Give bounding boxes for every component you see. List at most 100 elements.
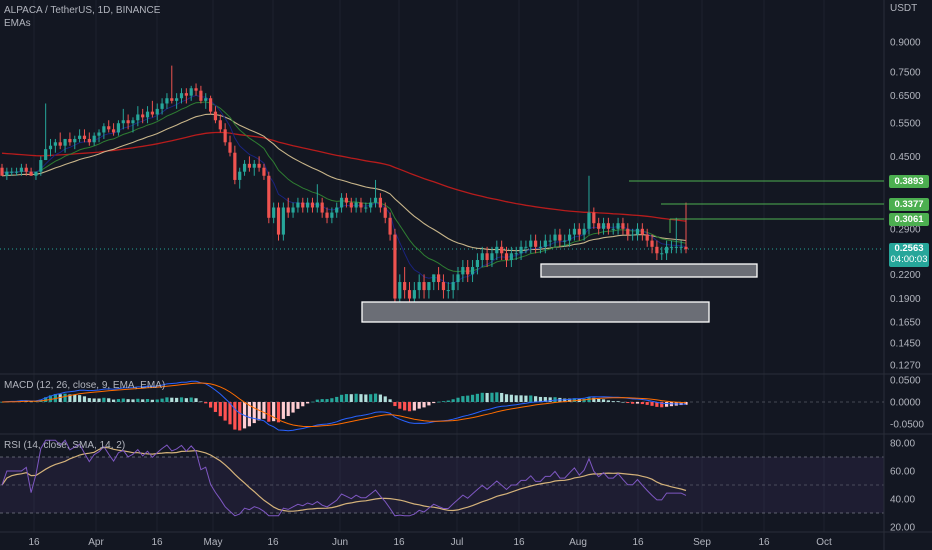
support-zone-upper[interactable] xyxy=(540,263,758,278)
candle-body xyxy=(558,234,562,241)
candle-body xyxy=(514,253,518,255)
candle-body xyxy=(616,223,620,229)
macd-tick-label: -0.0500 xyxy=(890,420,924,431)
macd-histogram-bar xyxy=(126,399,130,402)
candle-body xyxy=(640,228,644,235)
candle-body xyxy=(538,246,543,248)
candle-body xyxy=(150,111,154,115)
candle-body xyxy=(228,142,232,153)
candle-body xyxy=(44,149,48,161)
candle-body xyxy=(238,171,242,180)
macd-histogram-bar xyxy=(388,399,392,402)
price-tick-label: 0.1650 xyxy=(890,317,921,328)
macd-histogram-bar xyxy=(601,399,606,402)
candle-body xyxy=(364,207,368,209)
macd-histogram-bar xyxy=(92,398,96,402)
candle-body xyxy=(669,246,674,248)
rsi-tick-label: 80.00 xyxy=(890,439,915,450)
macd-histogram-bar xyxy=(131,399,135,402)
candle-body xyxy=(349,202,353,208)
candle-body xyxy=(466,267,470,275)
candle-body xyxy=(34,171,38,176)
macd-histogram-bar xyxy=(204,402,208,404)
macd-tick-label: 0.0500 xyxy=(890,376,921,387)
macd-histogram-bar xyxy=(655,402,659,407)
time-tick-label: 16 xyxy=(632,537,644,548)
candle-body xyxy=(252,163,256,168)
macd-histogram-bar xyxy=(582,398,586,402)
ema-50-line xyxy=(2,101,687,273)
candle-body xyxy=(422,282,426,291)
macd-histogram-bar xyxy=(145,399,150,402)
candle-body xyxy=(369,202,373,208)
candle-body xyxy=(58,142,62,146)
last-price-tag: 0.2563 04:00:03 xyxy=(889,243,929,267)
macd-histogram-bar xyxy=(344,394,349,402)
macd-histogram-bar xyxy=(524,395,528,402)
macd-histogram-bar xyxy=(141,399,145,402)
macd-histogram-bar xyxy=(272,402,276,422)
macd-histogram-bar xyxy=(48,395,53,402)
candle-body xyxy=(107,126,111,130)
candle-body xyxy=(339,197,344,208)
macd-line xyxy=(1,380,687,432)
time-tick-label: Aug xyxy=(569,537,587,548)
candle-body xyxy=(393,234,397,299)
macd-histogram-bar xyxy=(150,399,154,402)
macd-histogram-bar xyxy=(422,402,426,408)
candle-body xyxy=(0,167,4,176)
macd-histogram-bar xyxy=(267,402,271,422)
candle-body xyxy=(398,282,402,299)
candle-body xyxy=(160,103,164,109)
rsi-label[interactable]: RSI (14, close, SMA, 14, 2) xyxy=(4,440,126,451)
candle-body xyxy=(218,120,222,130)
candle-body xyxy=(29,171,33,176)
macd-histogram-bar xyxy=(446,400,450,402)
macd-histogram-bar xyxy=(262,402,266,419)
macd-histogram-bar xyxy=(509,394,513,402)
candle-body xyxy=(272,207,276,218)
macd-histogram-bar xyxy=(417,402,421,409)
candle-body xyxy=(165,98,169,104)
candle-body xyxy=(606,223,610,229)
candle-body xyxy=(650,240,654,247)
macd-histogram-bar xyxy=(354,393,358,402)
price-tick-label: 0.2200 xyxy=(890,270,921,281)
price-tick-label: 0.6500 xyxy=(890,91,921,102)
macd-histogram-bar xyxy=(102,397,106,402)
price-tick-label: 0.1450 xyxy=(890,339,921,350)
macd-histogram-bar xyxy=(616,401,620,402)
macd-histogram-bar xyxy=(504,394,509,402)
ema-indicator-label[interactable]: EMAs xyxy=(4,18,31,29)
macd-histogram-bar xyxy=(378,394,382,402)
macd-histogram-bar xyxy=(436,401,441,403)
candle-body xyxy=(82,135,87,139)
candle-body xyxy=(524,246,528,248)
candle-body xyxy=(631,234,635,236)
support-zone-lower[interactable] xyxy=(361,301,710,323)
macd-histogram-bar xyxy=(301,402,305,407)
candle-body xyxy=(242,163,247,172)
candle-body xyxy=(315,202,319,208)
candle-body xyxy=(684,246,688,250)
candle-body xyxy=(257,163,261,168)
macd-histogram-bar xyxy=(165,397,169,402)
macd-histogram-bar xyxy=(320,399,324,402)
macd-histogram-bar xyxy=(315,399,319,402)
macd-histogram-bar xyxy=(252,402,256,424)
candle-body xyxy=(383,207,387,218)
time-tick-label: May xyxy=(204,537,223,548)
macd-histogram-bar xyxy=(335,396,339,402)
macd-histogram-bar xyxy=(529,395,533,402)
candle-body xyxy=(407,290,412,299)
candle-body xyxy=(10,171,14,173)
macd-histogram-bar xyxy=(480,392,484,402)
candle-body xyxy=(141,114,145,118)
macd-histogram-bar xyxy=(34,401,38,403)
candle-body xyxy=(223,129,227,143)
candle-body xyxy=(121,120,125,124)
macd-histogram-bar xyxy=(82,396,87,402)
macd-label[interactable]: MACD (12, 26, close, 9, EMA, EMA) xyxy=(4,380,166,391)
candle-body xyxy=(403,282,407,291)
